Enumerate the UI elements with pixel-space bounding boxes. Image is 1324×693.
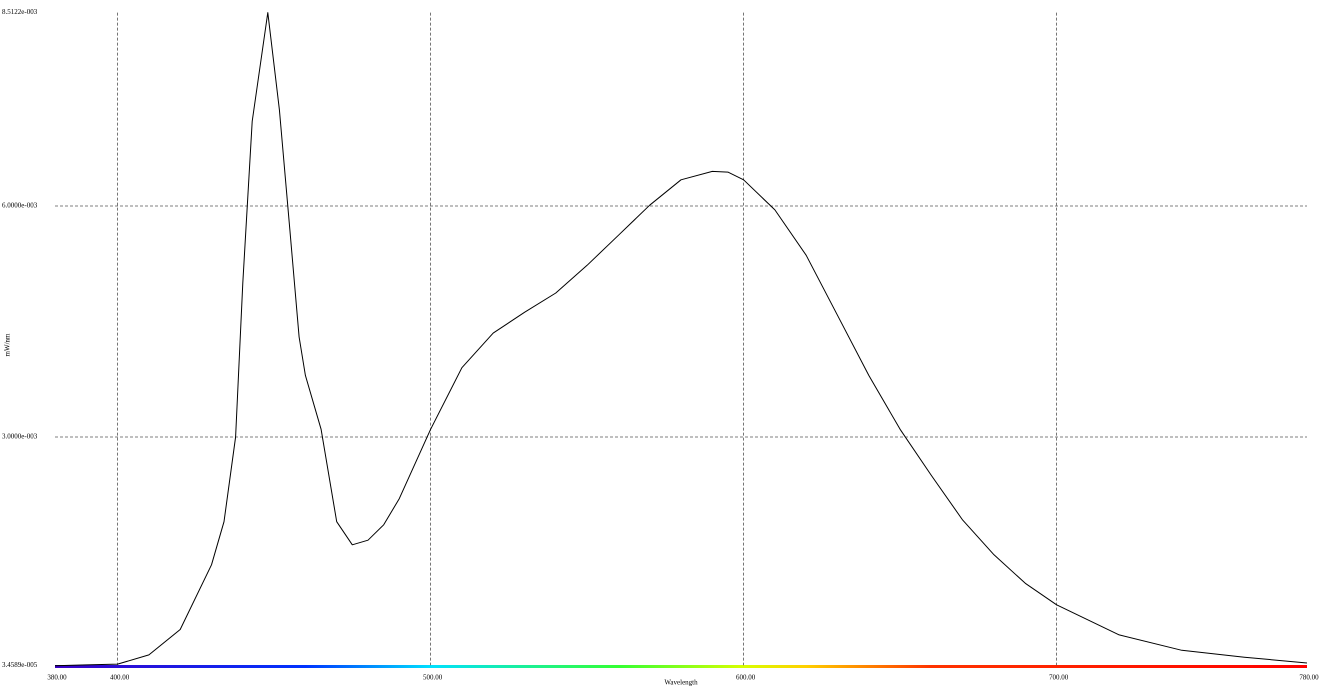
x-tick-label: 380.00 — [47, 674, 67, 682]
x-tick-label: 780.00 — [1299, 674, 1319, 682]
y-tick-label: 3.0000e-003 — [2, 433, 38, 441]
spectrum-line — [54, 12, 1308, 667]
y-axis-label: mW/nm — [4, 333, 12, 356]
x-tick-label: 400.00 — [110, 674, 130, 682]
spectrum-bar — [55, 665, 1307, 668]
x-tick-label: 600.00 — [736, 674, 756, 682]
y-tick-label: 8.5122e-003 — [2, 8, 38, 16]
y-tick-label: 3.4589e-005 — [2, 661, 38, 669]
x-axis-label: Wavelength — [664, 679, 698, 687]
y-tick-label: 6.0000e-003 — [2, 202, 38, 210]
x-tick-label: 500.00 — [423, 674, 443, 682]
x-tick-label: 700.00 — [1049, 674, 1069, 682]
